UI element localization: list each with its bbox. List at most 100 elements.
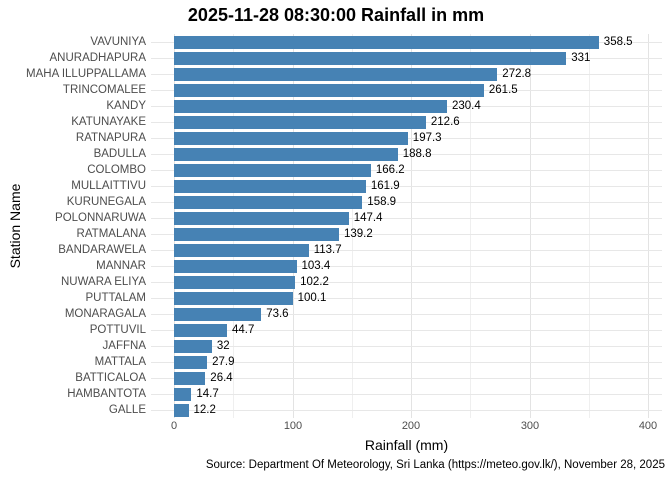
x-minor-grid-line [233,34,234,418]
chart-title: 2025-11-28 08:30:00 Rainfall in mm [187,5,485,25]
bar-value-label: 166.2 [375,164,405,176]
station-label: RATMALANA [76,228,146,240]
row-grid-line [151,298,662,299]
bar [174,131,408,145]
station-label: JAFFNA [102,340,146,352]
bar [174,275,296,289]
x-minor-grid-line [589,34,590,418]
row-grid-line [151,378,662,379]
x-tick-label: 200 [401,420,421,432]
station-label: RATNAPURA [75,132,146,144]
bar-value-label: 147.4 [353,212,383,224]
station-label: MANNAR [96,260,146,272]
bar-value-label: 100.1 [297,292,327,304]
bar-value-label: 230.4 [452,100,481,112]
x-major-grid-line [293,34,294,418]
bar-value-label: 73.6 [266,308,289,320]
x-minor-grid-line [352,34,353,418]
bar [174,339,212,353]
bar [174,51,567,65]
x-tick-label: 0 [170,420,178,432]
bar-value-label: 158.9 [367,196,397,208]
station-label: KANDY [106,100,146,112]
bar [174,179,366,193]
x-minor-grid-line [470,34,471,418]
row-grid-line [151,250,662,251]
bar [174,147,398,161]
bar [174,211,349,225]
bar [174,387,192,401]
row-grid-line [151,234,662,235]
station-label: TRINCOMALEE [62,84,146,96]
bar-value-label: 102.2 [300,276,329,288]
row-grid-line [151,154,662,155]
station-label: POTTUVIL [89,324,146,336]
bar-value-label: 113.7 [313,244,342,256]
station-label: BADULLA [93,148,146,160]
station-label: MAHA ILLUPPALLAMA [26,68,146,80]
row-grid-line [151,186,662,187]
row-grid-line [151,314,662,315]
x-tick-label: 400 [638,420,658,432]
bar-value-label: 32 [216,340,230,352]
bar [174,83,484,97]
station-label: ANURADHAPURA [49,52,147,64]
bar-value-label: 27.9 [212,356,235,368]
bar-value-label: 44.7 [232,324,255,336]
bar [174,67,498,81]
bar [174,323,227,337]
row-grid-line [151,282,662,283]
bar-value-label: 103.4 [301,260,331,272]
station-label: BANDARAWELA [58,244,146,256]
bar-value-label: 212.6 [430,116,460,128]
bar [174,371,206,385]
station-label: KATUNAYAKE [71,116,146,128]
bar-value-label: 358.5 [603,36,633,48]
bar-value-label: 14.7 [196,388,219,400]
x-major-grid-line [174,34,175,418]
station-label: MONARAGALA [64,308,146,320]
bar [174,195,363,209]
station-label: NUWARA ELIYA [61,276,146,288]
x-major-grid-line [530,34,531,418]
x-tick-label: 300 [520,420,540,432]
bar-value-label: 139.2 [344,228,373,240]
row-grid-line [151,362,662,363]
station-label: MATTALA [94,356,146,368]
plot-panel: 358.5 331 272.8 261.5 230.4 212.6 197.3 188.8 16… [151,34,662,418]
row-grid-line [151,346,662,347]
x-axis-title: Rainfall (mm) [364,437,449,453]
station-label: BATTICALOA [75,372,146,384]
bar-value-label: 261.5 [488,84,518,96]
row-grid-line [151,202,662,203]
bar-value-label: 188.8 [402,148,432,160]
station-label: GALLE [108,404,146,416]
row-grid-line [151,330,662,331]
station-label: KURUNEGALA [66,196,146,208]
station-label: COLOMBO [87,164,146,176]
row-grid-line [151,170,662,171]
row-grid-line [151,410,662,411]
station-label: MULLAITTIVU [71,180,146,192]
bar [174,243,309,257]
bar [174,227,339,241]
bar-value-label: 331 [571,52,591,64]
bar [174,307,262,321]
bar [174,163,371,177]
station-label: POLONNARUWA [55,212,146,224]
station-label: PUTTALAM [85,292,147,304]
bar-value-label: 272.8 [502,68,532,80]
bar [174,115,426,129]
bar [174,259,297,273]
x-major-grid-line [648,34,649,418]
bar-value-label: 26.4 [210,372,233,384]
bar [174,355,208,369]
bar-value-label: 12.2 [193,404,216,416]
bar-value-label: 161.9 [370,180,400,192]
bar [174,291,293,305]
x-major-grid-line [411,34,412,418]
station-label: HAMBANTOTA [67,388,146,400]
bar-value-label: 197.3 [412,132,442,144]
source-caption: Source: Department Of Meteorology, Sri L… [205,459,665,471]
